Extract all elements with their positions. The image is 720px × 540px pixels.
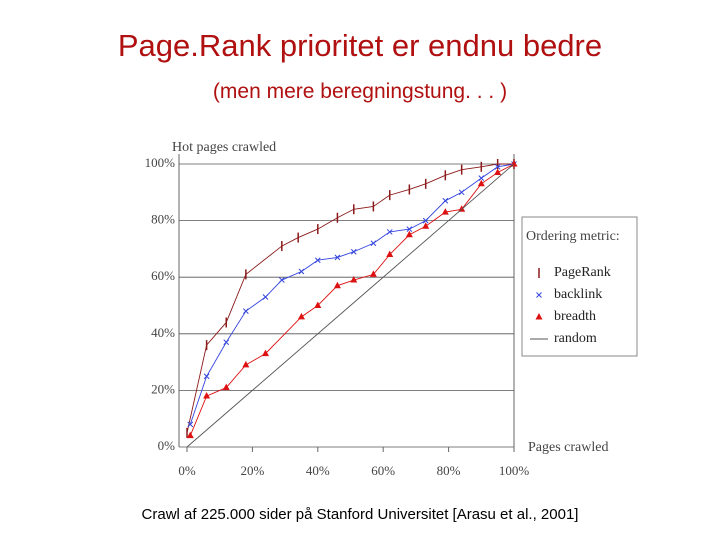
data-point	[406, 226, 413, 232]
x-tick-label: 60%	[371, 463, 395, 478]
data-point	[442, 197, 449, 204]
data-point	[370, 240, 377, 247]
slide-subtitle: (men mere beregningstung. . . )	[212, 80, 508, 103]
data-point	[334, 254, 341, 261]
data-point	[458, 189, 465, 196]
legend-label: PageRank	[554, 265, 611, 280]
series-line	[186, 163, 514, 433]
legend-label: breadth	[554, 309, 596, 324]
x-tick-label: 20%	[240, 463, 264, 478]
y-axis-label: Hot pages crawled	[172, 140, 276, 155]
data-point	[458, 205, 466, 212]
caption: Crawl af 225.000 sider på Stanford Unive…	[141, 506, 579, 523]
data-point	[186, 431, 194, 439]
data-point	[422, 217, 429, 224]
data-point	[278, 277, 285, 283]
x-tick-label: 80%	[437, 463, 461, 478]
series-line	[189, 163, 515, 425]
data-point	[203, 392, 211, 399]
data-point	[441, 208, 449, 215]
data-point	[222, 383, 230, 391]
legend-box	[521, 216, 638, 357]
data-point	[510, 160, 518, 167]
x-tick-label: 100%	[499, 463, 530, 478]
data-point	[314, 257, 321, 264]
y-tick-label: 40%	[151, 325, 175, 340]
legend-title: Ordering metric:	[526, 229, 620, 244]
data-point	[261, 349, 269, 357]
data-point	[203, 373, 210, 380]
x-axis-label: Pages crawled	[528, 440, 608, 455]
y-tick-label: 100%	[145, 155, 176, 170]
legend-label: random	[554, 331, 597, 346]
data-point	[386, 250, 394, 258]
legend-marker	[536, 292, 542, 298]
data-point	[422, 222, 430, 229]
data-point	[350, 248, 357, 255]
y-tick-label: 80%	[151, 212, 175, 227]
data-point	[223, 339, 230, 346]
y-tick-label: 0%	[158, 438, 176, 453]
data-point	[478, 175, 485, 182]
series-line	[189, 163, 515, 436]
chart: Hot pages crawled Pages crawled 0% 20% 40%…	[145, 140, 638, 478]
data-point	[187, 421, 194, 428]
legend-marker	[535, 313, 543, 320]
slide-title: Page.Rank prioritet er endnu bedre	[117, 28, 603, 63]
data-point	[369, 270, 377, 277]
x-tick-label: 40%	[306, 463, 330, 478]
data-point	[262, 294, 269, 300]
data-point	[477, 179, 485, 187]
legend-label: backlink	[554, 287, 602, 302]
data-point	[350, 276, 358, 283]
data-point	[243, 308, 249, 315]
data-point	[333, 281, 341, 289]
data-point	[494, 163, 501, 170]
data-point	[298, 268, 305, 275]
data-point	[386, 229, 393, 235]
data-point	[405, 230, 413, 238]
y-tick-label: 20%	[151, 381, 175, 396]
data-point	[494, 168, 502, 175]
data-point	[242, 360, 250, 368]
data-point	[314, 301, 322, 308]
series-line	[186, 163, 515, 448]
data-point	[297, 312, 305, 320]
x-tick-label: 0%	[178, 463, 196, 478]
y-tick-label: 60%	[151, 268, 175, 283]
